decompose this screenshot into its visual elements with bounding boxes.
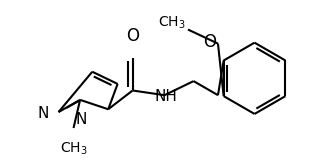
Text: CH$_3$: CH$_3$ <box>158 15 185 31</box>
Text: CH$_3$: CH$_3$ <box>60 140 87 157</box>
Text: NH: NH <box>155 89 178 104</box>
Text: O: O <box>203 33 216 51</box>
Text: N: N <box>75 112 87 127</box>
Text: N: N <box>38 106 49 121</box>
Text: O: O <box>126 27 139 44</box>
